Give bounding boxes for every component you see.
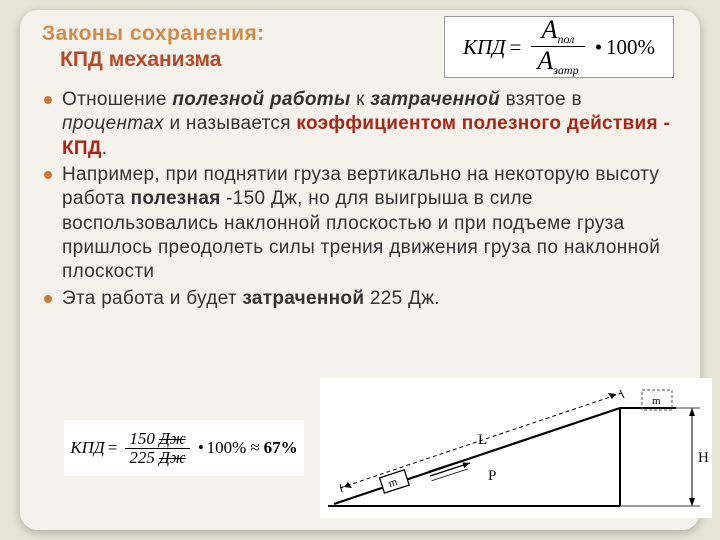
bullet-1: Отношение полезной работы к затраченной … — [42, 88, 678, 161]
label-H: H — [698, 450, 709, 466]
calc-den-unit: Дж — [159, 448, 186, 467]
label-P: P — [488, 468, 496, 484]
b1-t3: к — [350, 89, 370, 110]
b1-t9: . — [102, 138, 108, 159]
bullet-2: Например, при поднятии груза вертикально… — [42, 163, 678, 285]
calc-num-unit: Дж — [159, 429, 186, 448]
b2-t2: полезная — [131, 188, 221, 209]
formula-dot: • — [595, 35, 602, 60]
formula-calc: КПД = 150 Дж 225 Дж • 100% ≈ 67% — [64, 420, 304, 476]
calc-fraction: 150 Дж 225 Дж — [125, 430, 189, 467]
b3-t1: Эта работа и будет — [62, 288, 242, 309]
calc-approx: ≈ — [250, 438, 259, 458]
frac-den-sym: A — [537, 46, 553, 75]
calc-dot: • — [198, 438, 204, 458]
b1-t6: процентах — [62, 113, 164, 134]
b1-t4: затраченной — [370, 89, 500, 110]
formula-main: КПД = Aпол Aзатр • 100% — [444, 16, 674, 78]
calc-eq: = — [108, 438, 118, 458]
frac-den-sub: затр — [553, 63, 578, 77]
formula-eq: = — [510, 35, 522, 60]
calc-pct: 100% — [207, 438, 247, 458]
calc-lhs: КПД — [70, 438, 104, 458]
frac-num-sym: A — [542, 15, 558, 44]
body-text: Отношение полезной работы к затраченной … — [42, 88, 678, 311]
b1-t2: полезной работы — [172, 89, 350, 110]
formula-fraction: Aпол Aзатр — [531, 16, 584, 77]
frac-num-sub: пол — [557, 32, 574, 46]
b3-t3: 225 Дж. — [364, 288, 440, 309]
slide-card: Законы сохранения: КПД механизма КПД = A… — [20, 10, 700, 530]
b1-t5: взятое в — [500, 89, 582, 110]
b1-t1: Отношение — [62, 89, 172, 110]
formula-lhs: КПД — [463, 35, 505, 60]
b1-t7: и называется — [164, 113, 297, 134]
calc-num-val: 150 — [129, 429, 155, 448]
label-L: L — [478, 432, 487, 448]
formula-rhs: 100% — [606, 35, 655, 60]
bullet-3: Эта работа и будет затраченной 225 Дж. — [42, 287, 678, 311]
calc-den-val: 225 — [129, 448, 155, 467]
calc-result: 67% — [264, 438, 298, 458]
label-m-top: m — [652, 395, 661, 407]
incline-diagram: L m P m H — [320, 378, 712, 518]
b3-t2: затраченной — [242, 288, 364, 309]
